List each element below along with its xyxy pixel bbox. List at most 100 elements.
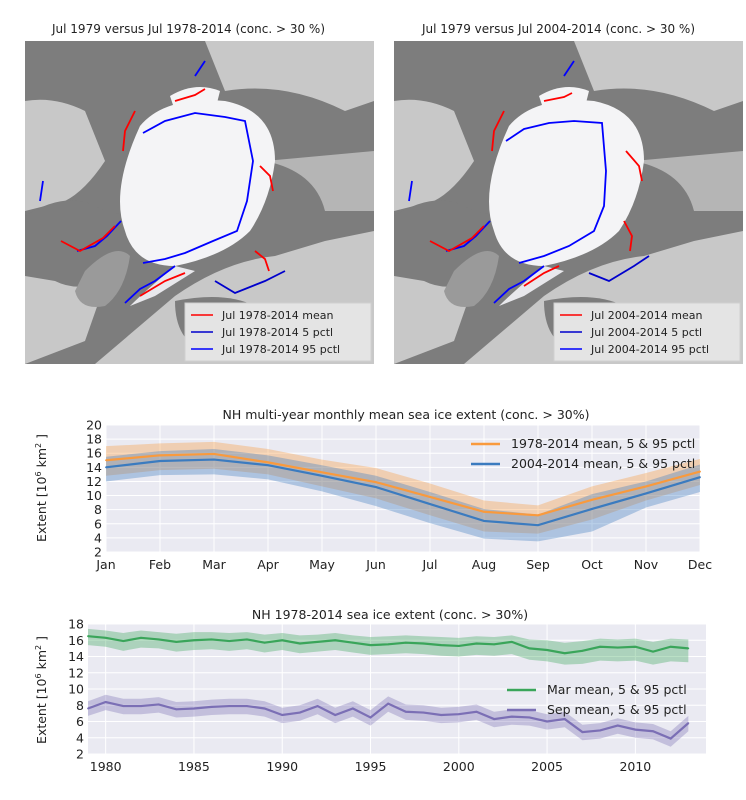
monthly-extent-chart: NH multi-year monthly mean sea ice exten… xyxy=(34,407,712,572)
map-2-contour-mean-se xyxy=(623,220,633,252)
annual-point-0-29 xyxy=(599,645,601,648)
annual-xtick-1990: 1990 xyxy=(266,759,298,774)
map-2-ocean-pacific xyxy=(574,41,743,111)
annual-ytick-16: 16 xyxy=(68,633,84,648)
map-2-title: Jul 1979 versus Jul 2004-2014 (conc. > 3… xyxy=(422,22,695,36)
map-1-sea-ice-north xyxy=(170,87,220,111)
monthly-point-0-6 xyxy=(429,496,431,498)
map-1-contour-mean-north xyxy=(174,88,206,102)
annual-point-0-7 xyxy=(210,638,213,641)
map-2-sea-ice xyxy=(489,100,644,267)
map-1-contour-95-south xyxy=(124,265,176,304)
map-2-land-baffin xyxy=(444,251,499,307)
annual-point-1-12 xyxy=(298,711,301,714)
annual-band-0 xyxy=(88,628,689,665)
map-1-legend-box xyxy=(184,302,372,362)
monthly-point-0-4 xyxy=(321,471,323,474)
map-1-legend-mean: Jul 1978-2014 mean xyxy=(221,309,333,322)
annual-point-0-18 xyxy=(404,641,407,644)
annual-point-0-6 xyxy=(193,639,195,642)
monthly-point-0-11 xyxy=(699,470,701,473)
annual-point-1-29 xyxy=(599,729,601,732)
annual-point-1-27 xyxy=(563,718,566,720)
annual-xtick-1980: 1980 xyxy=(90,759,122,774)
map-1-land-baffin xyxy=(75,251,130,307)
monthly-xtick-Sep: Sep xyxy=(526,557,550,572)
annual-point-0-5 xyxy=(175,640,178,643)
annual-point-0-4 xyxy=(157,638,160,641)
annual-xtick-2000: 2000 xyxy=(443,759,475,774)
map-2-contour-95-bering xyxy=(563,60,575,77)
annual-point-0-2 xyxy=(122,640,125,642)
monthly-point-0-10 xyxy=(645,485,647,488)
annual-legend-sep: Sep mean, 5 & 95 pctl xyxy=(547,702,687,717)
map-1-contour-95-far-west xyxy=(39,180,44,202)
monthly-point-1-5 xyxy=(375,486,377,488)
map-1-contour-mean-se xyxy=(254,250,270,272)
annual-xtick-1995: 1995 xyxy=(355,759,387,774)
annual-point-0-25 xyxy=(528,647,531,650)
monthly-xtick-Jan: Jan xyxy=(95,557,115,572)
monthly-line-1 xyxy=(105,458,701,527)
map-1-contour-mean-west xyxy=(122,110,136,152)
annual-point-1-23 xyxy=(493,718,496,720)
map-2-contour-95-south xyxy=(493,265,545,304)
monthly-point-1-9 xyxy=(591,508,593,510)
monthly-xtick-Oct: Oct xyxy=(581,557,603,572)
annual-point-0-31 xyxy=(634,645,637,648)
annual-point-1-18 xyxy=(404,710,407,713)
monthly-point-0-9 xyxy=(591,498,593,501)
annual-point-0-17 xyxy=(387,643,390,646)
map-2-legend-p5: Jul 2004-2014 5 pctl xyxy=(590,326,702,339)
annual-ytick-2: 2 xyxy=(76,747,84,762)
annual-point-0-9 xyxy=(246,638,248,641)
map-1-contour-mean-east xyxy=(259,165,274,192)
annual-ytick-4: 4 xyxy=(76,730,84,745)
annual-point-0-13 xyxy=(316,640,319,643)
monthly-ytick-8: 8 xyxy=(94,502,102,517)
annual-point-0-16 xyxy=(369,644,372,647)
annual-point-1-5 xyxy=(175,708,178,711)
annual-point-1-11 xyxy=(281,714,284,716)
monthly-point-1-6 xyxy=(429,503,431,505)
monthly-point-0-5 xyxy=(375,481,377,484)
annual-ytick-10: 10 xyxy=(68,682,84,697)
annual-point-1-21 xyxy=(457,713,460,716)
annual-point-1-24 xyxy=(510,715,513,718)
annual-point-1-4 xyxy=(157,703,160,706)
monthly-xtick-Nov: Nov xyxy=(634,557,659,572)
map-1-contour-mean-baffin xyxy=(60,225,116,253)
annual-legend: Mar mean, 5 & 95 pctl Sep mean, 5 & 95 p… xyxy=(507,682,687,717)
monthly-point-1-4 xyxy=(321,474,323,477)
annual-point-1-19 xyxy=(422,711,425,714)
annual-point-0-1 xyxy=(104,636,107,639)
annual-point-1-9 xyxy=(246,705,248,707)
monthly-ytick-2: 2 xyxy=(94,545,102,560)
annual-point-0-33 xyxy=(669,645,672,648)
monthly-ytick-4: 4 xyxy=(94,530,102,545)
annual-point-1-16 xyxy=(369,716,372,719)
monthly-ytick-18: 18 xyxy=(86,432,102,447)
annual-point-0-21 xyxy=(457,645,460,647)
annual-xtick-2010: 2010 xyxy=(619,759,651,774)
monthly-point-0-3 xyxy=(267,461,269,464)
annual-extent-chart: NH 1978-2014 sea ice extent (conc. > 30%… xyxy=(34,607,706,774)
annual-point-1-20 xyxy=(440,714,443,716)
annual-point-1-14 xyxy=(334,714,337,716)
annual-legend-mar: Mar mean, 5 & 95 pctl xyxy=(547,682,687,697)
map-1-title: Jul 1979 versus Jul 1978-2014 (conc. > 3… xyxy=(52,22,325,36)
annual-band-1 xyxy=(88,694,689,747)
annual-point-1-0 xyxy=(87,707,89,710)
annual-point-0-22 xyxy=(475,642,478,645)
annual-point-1-10 xyxy=(263,707,266,710)
monthly-xtick-Dec: Dec xyxy=(688,557,712,572)
monthly-ytick-12: 12 xyxy=(86,474,102,489)
annual-point-1-34 xyxy=(687,722,690,725)
monthly-point-0-8 xyxy=(537,514,539,517)
monthly-point-1-11 xyxy=(699,476,701,479)
map-2-contour-95-far-west xyxy=(408,180,413,202)
map-1-ocean-east xyxy=(265,151,374,211)
map-2-contour-5-atlantic xyxy=(588,255,650,283)
map-1-contour-95 xyxy=(142,112,254,264)
annual-point-1-31 xyxy=(634,728,637,731)
